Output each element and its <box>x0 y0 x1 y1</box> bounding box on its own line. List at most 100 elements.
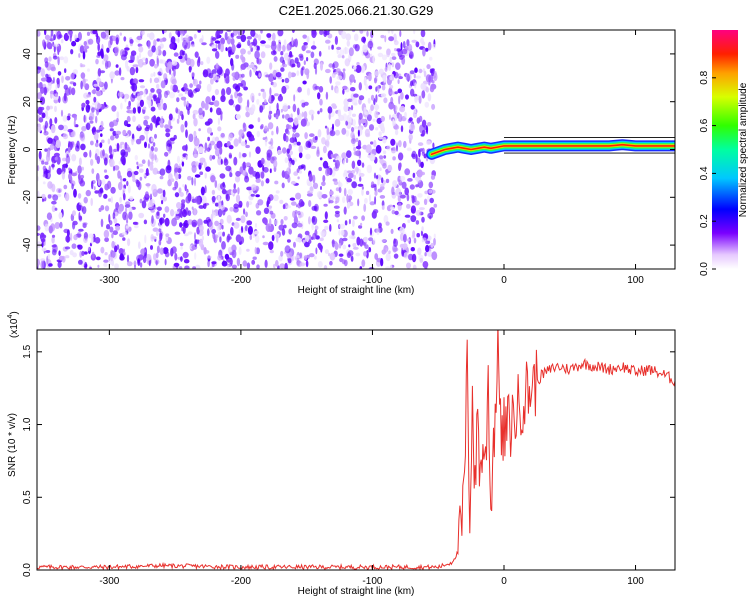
noise-speck <box>275 114 279 120</box>
noise-speck <box>128 206 133 212</box>
noise-speck <box>399 107 404 112</box>
noise-speck <box>80 72 86 79</box>
noise-speck <box>395 187 402 197</box>
noise-speck <box>58 124 64 131</box>
noise-speck <box>379 167 382 171</box>
noise-speck <box>111 105 117 112</box>
noise-speck <box>419 257 424 263</box>
noise-speck <box>215 62 219 69</box>
noise-speck <box>80 80 83 90</box>
noise-speck <box>225 194 230 202</box>
noise-speck <box>162 196 167 202</box>
noise-speck <box>308 200 312 207</box>
noise-speck <box>380 258 384 267</box>
noise-speck <box>334 242 339 251</box>
noise-speck <box>342 160 345 166</box>
noise-speck <box>253 66 257 73</box>
noise-speck <box>111 35 117 42</box>
noise-speck <box>93 131 99 141</box>
noise-speck <box>260 30 263 34</box>
noise-speck <box>242 153 247 158</box>
noise-speck <box>144 234 147 244</box>
noise-speck <box>410 88 415 97</box>
noise-speck <box>100 120 104 128</box>
noise-speck <box>91 107 95 113</box>
noise-speck <box>425 86 429 93</box>
noise-speck <box>176 155 181 164</box>
noise-speck <box>161 59 166 64</box>
noise-speck <box>404 111 407 118</box>
noise-speck <box>178 93 184 97</box>
noise-speck <box>293 117 299 126</box>
noise-speck <box>41 234 47 239</box>
noise-speck <box>294 38 299 48</box>
noise-speck <box>80 143 86 151</box>
noise-speck <box>260 124 264 129</box>
noise-speck <box>154 133 157 139</box>
noise-speck <box>298 145 303 154</box>
noise-speck <box>311 30 317 39</box>
noise-speck <box>137 258 141 266</box>
noise-speck <box>59 56 64 61</box>
noise-speck <box>51 244 57 248</box>
noise-speck <box>325 39 331 44</box>
noise-speck <box>189 83 194 88</box>
noise-speck <box>309 133 315 138</box>
noise-speck <box>139 176 143 181</box>
noise-speck <box>391 210 396 215</box>
noise-speck <box>306 35 310 43</box>
noise-speck <box>407 44 413 52</box>
noise-speck <box>345 33 352 41</box>
noise-speck <box>358 82 362 91</box>
noise-speck <box>382 162 387 169</box>
noise-speck <box>212 155 216 160</box>
noise-speck <box>163 30 167 33</box>
noise-speck <box>412 195 417 203</box>
noise-speck <box>282 44 286 52</box>
noise-speck <box>176 118 180 124</box>
noise-speck <box>394 129 399 136</box>
noise-speck <box>223 72 227 79</box>
noise-speck <box>355 137 359 143</box>
noise-speck <box>120 54 127 61</box>
noise-speck <box>346 114 350 123</box>
noise-speck <box>291 30 295 33</box>
noise-speck <box>87 68 90 72</box>
noise-speck <box>280 219 284 225</box>
noise-speck <box>213 233 216 243</box>
noise-speck <box>128 226 132 232</box>
noise-speck <box>296 141 301 146</box>
noise-speck <box>318 86 324 93</box>
noise-speck <box>84 261 88 269</box>
noise-speck <box>277 43 282 52</box>
noise-speck <box>146 124 150 129</box>
noise-speck <box>226 87 232 95</box>
noise-speck <box>158 228 162 233</box>
noise-speck <box>420 37 424 44</box>
noise-speck <box>389 114 391 120</box>
noise-speck <box>264 259 268 268</box>
noise-speck <box>423 153 427 159</box>
noise-speck <box>316 191 323 198</box>
noise-speck <box>297 176 300 180</box>
noise-speck <box>89 266 92 269</box>
noise-speck <box>177 37 180 44</box>
noise-speck <box>318 166 323 172</box>
noise-speck <box>156 211 160 216</box>
noise-speck <box>174 192 180 198</box>
noise-speck <box>317 92 321 100</box>
noise-speck <box>93 96 97 103</box>
noise-speck <box>206 83 212 93</box>
noise-speck <box>101 179 106 186</box>
noise-speck <box>224 31 228 41</box>
colorbar-tick-label: 0.2 <box>699 214 710 228</box>
noise-speck <box>126 170 133 178</box>
noise-speck <box>287 124 293 130</box>
noise-speck <box>91 251 95 258</box>
noise-speck <box>379 157 384 164</box>
noise-speck <box>146 134 148 143</box>
noise-speck <box>227 233 231 241</box>
noise-speck <box>87 246 91 252</box>
noise-speck <box>37 176 40 182</box>
noise-speck <box>357 183 364 187</box>
